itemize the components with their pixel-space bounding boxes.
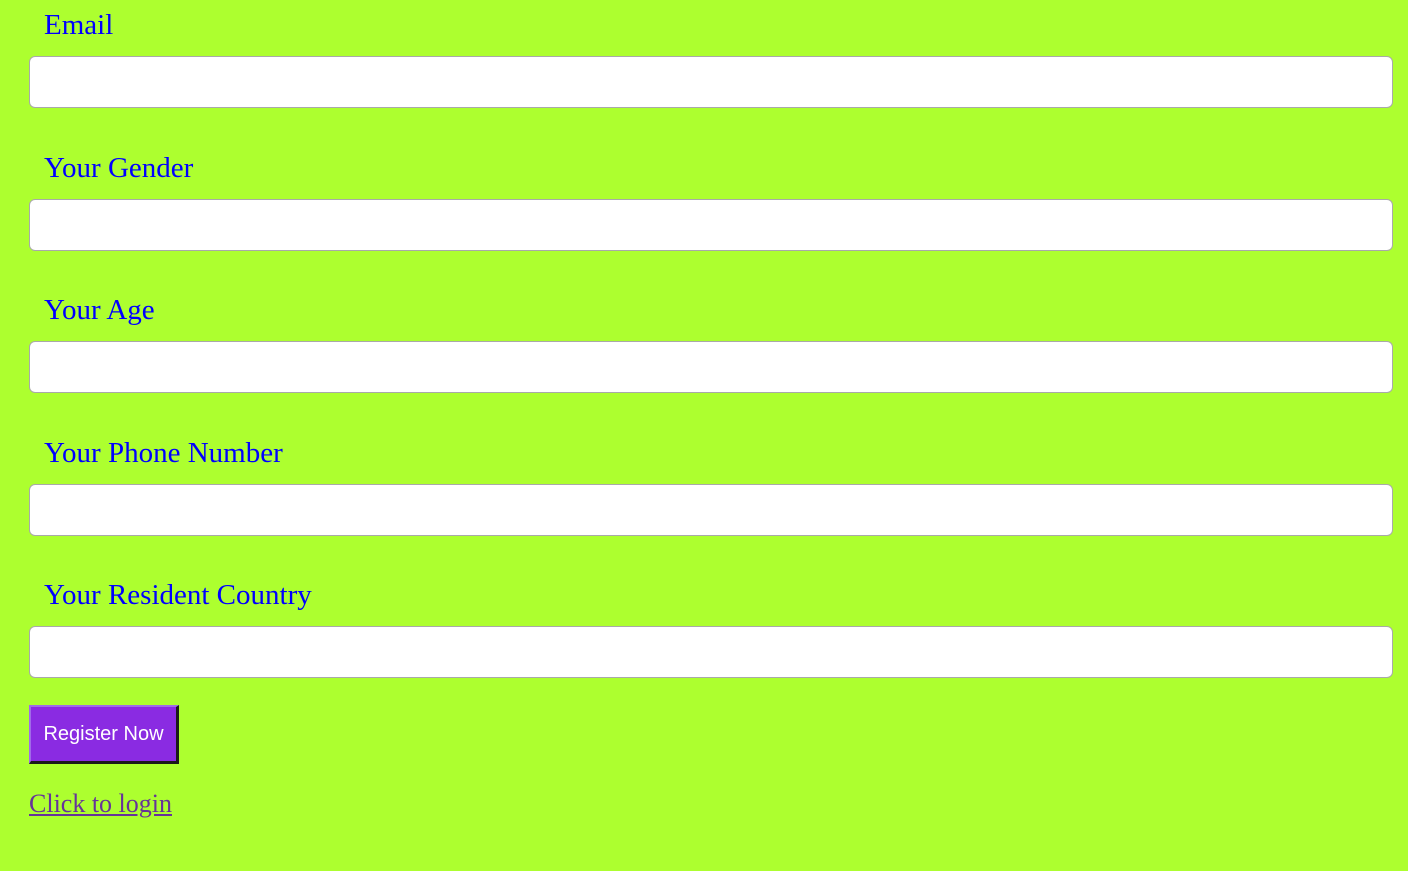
- phone-number-field[interactable]: [29, 484, 1393, 536]
- age-label: Your Age: [44, 294, 155, 326]
- email-field[interactable]: [29, 56, 1393, 108]
- phone-number-label: Your Phone Number: [44, 437, 283, 469]
- gender-label: Your Gender: [44, 152, 194, 184]
- email-label: Email: [44, 9, 114, 41]
- age-field[interactable]: [29, 341, 1393, 393]
- resident-country-field[interactable]: [29, 626, 1393, 678]
- login-link[interactable]: Click to login: [29, 789, 172, 818]
- register-now-button[interactable]: Register Now: [29, 705, 179, 764]
- resident-country-label: Your Resident Country: [44, 579, 312, 611]
- gender-field[interactable]: [29, 199, 1393, 251]
